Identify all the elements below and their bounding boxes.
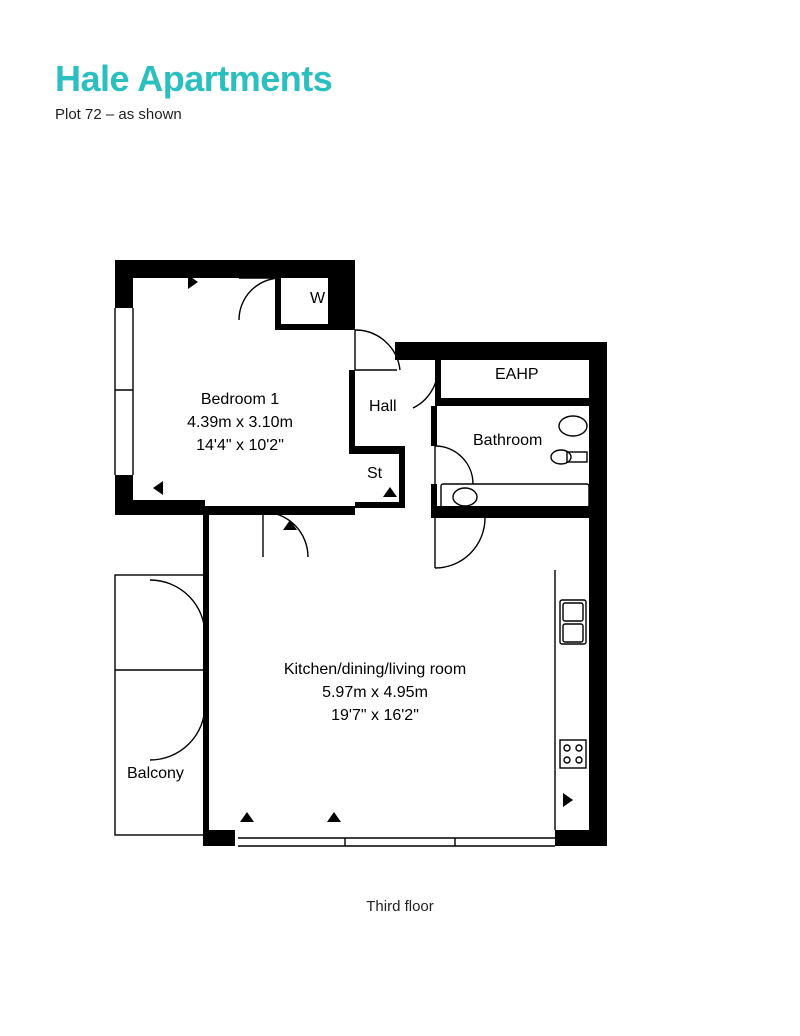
plan-svg (95, 240, 655, 850)
floor-label: Third floor (0, 898, 800, 915)
building-title: Hale Apartments (55, 58, 332, 100)
plot-subtitle: Plot 72 – as shown (55, 106, 182, 123)
wardrobe-label: W (310, 290, 325, 308)
balcony-label: Balcony (127, 765, 184, 783)
store-label: St (367, 465, 382, 483)
living-label: Kitchen/dining/living room 5.97m x 4.95m… (225, 658, 525, 728)
floor-plan: Bedroom 1 4.39m x 3.10m 14'4" x 10'2" Ki… (95, 240, 655, 850)
hall-label: Hall (369, 398, 397, 416)
bathroom-label: Bathroom (473, 432, 542, 450)
bedroom-label: Bedroom 1 4.39m x 3.10m 14'4" x 10'2" (155, 388, 325, 458)
floorplan-page: Hale Apartments Plot 72 – as shown (0, 0, 800, 1036)
eahp-label: EAHP (495, 366, 539, 384)
